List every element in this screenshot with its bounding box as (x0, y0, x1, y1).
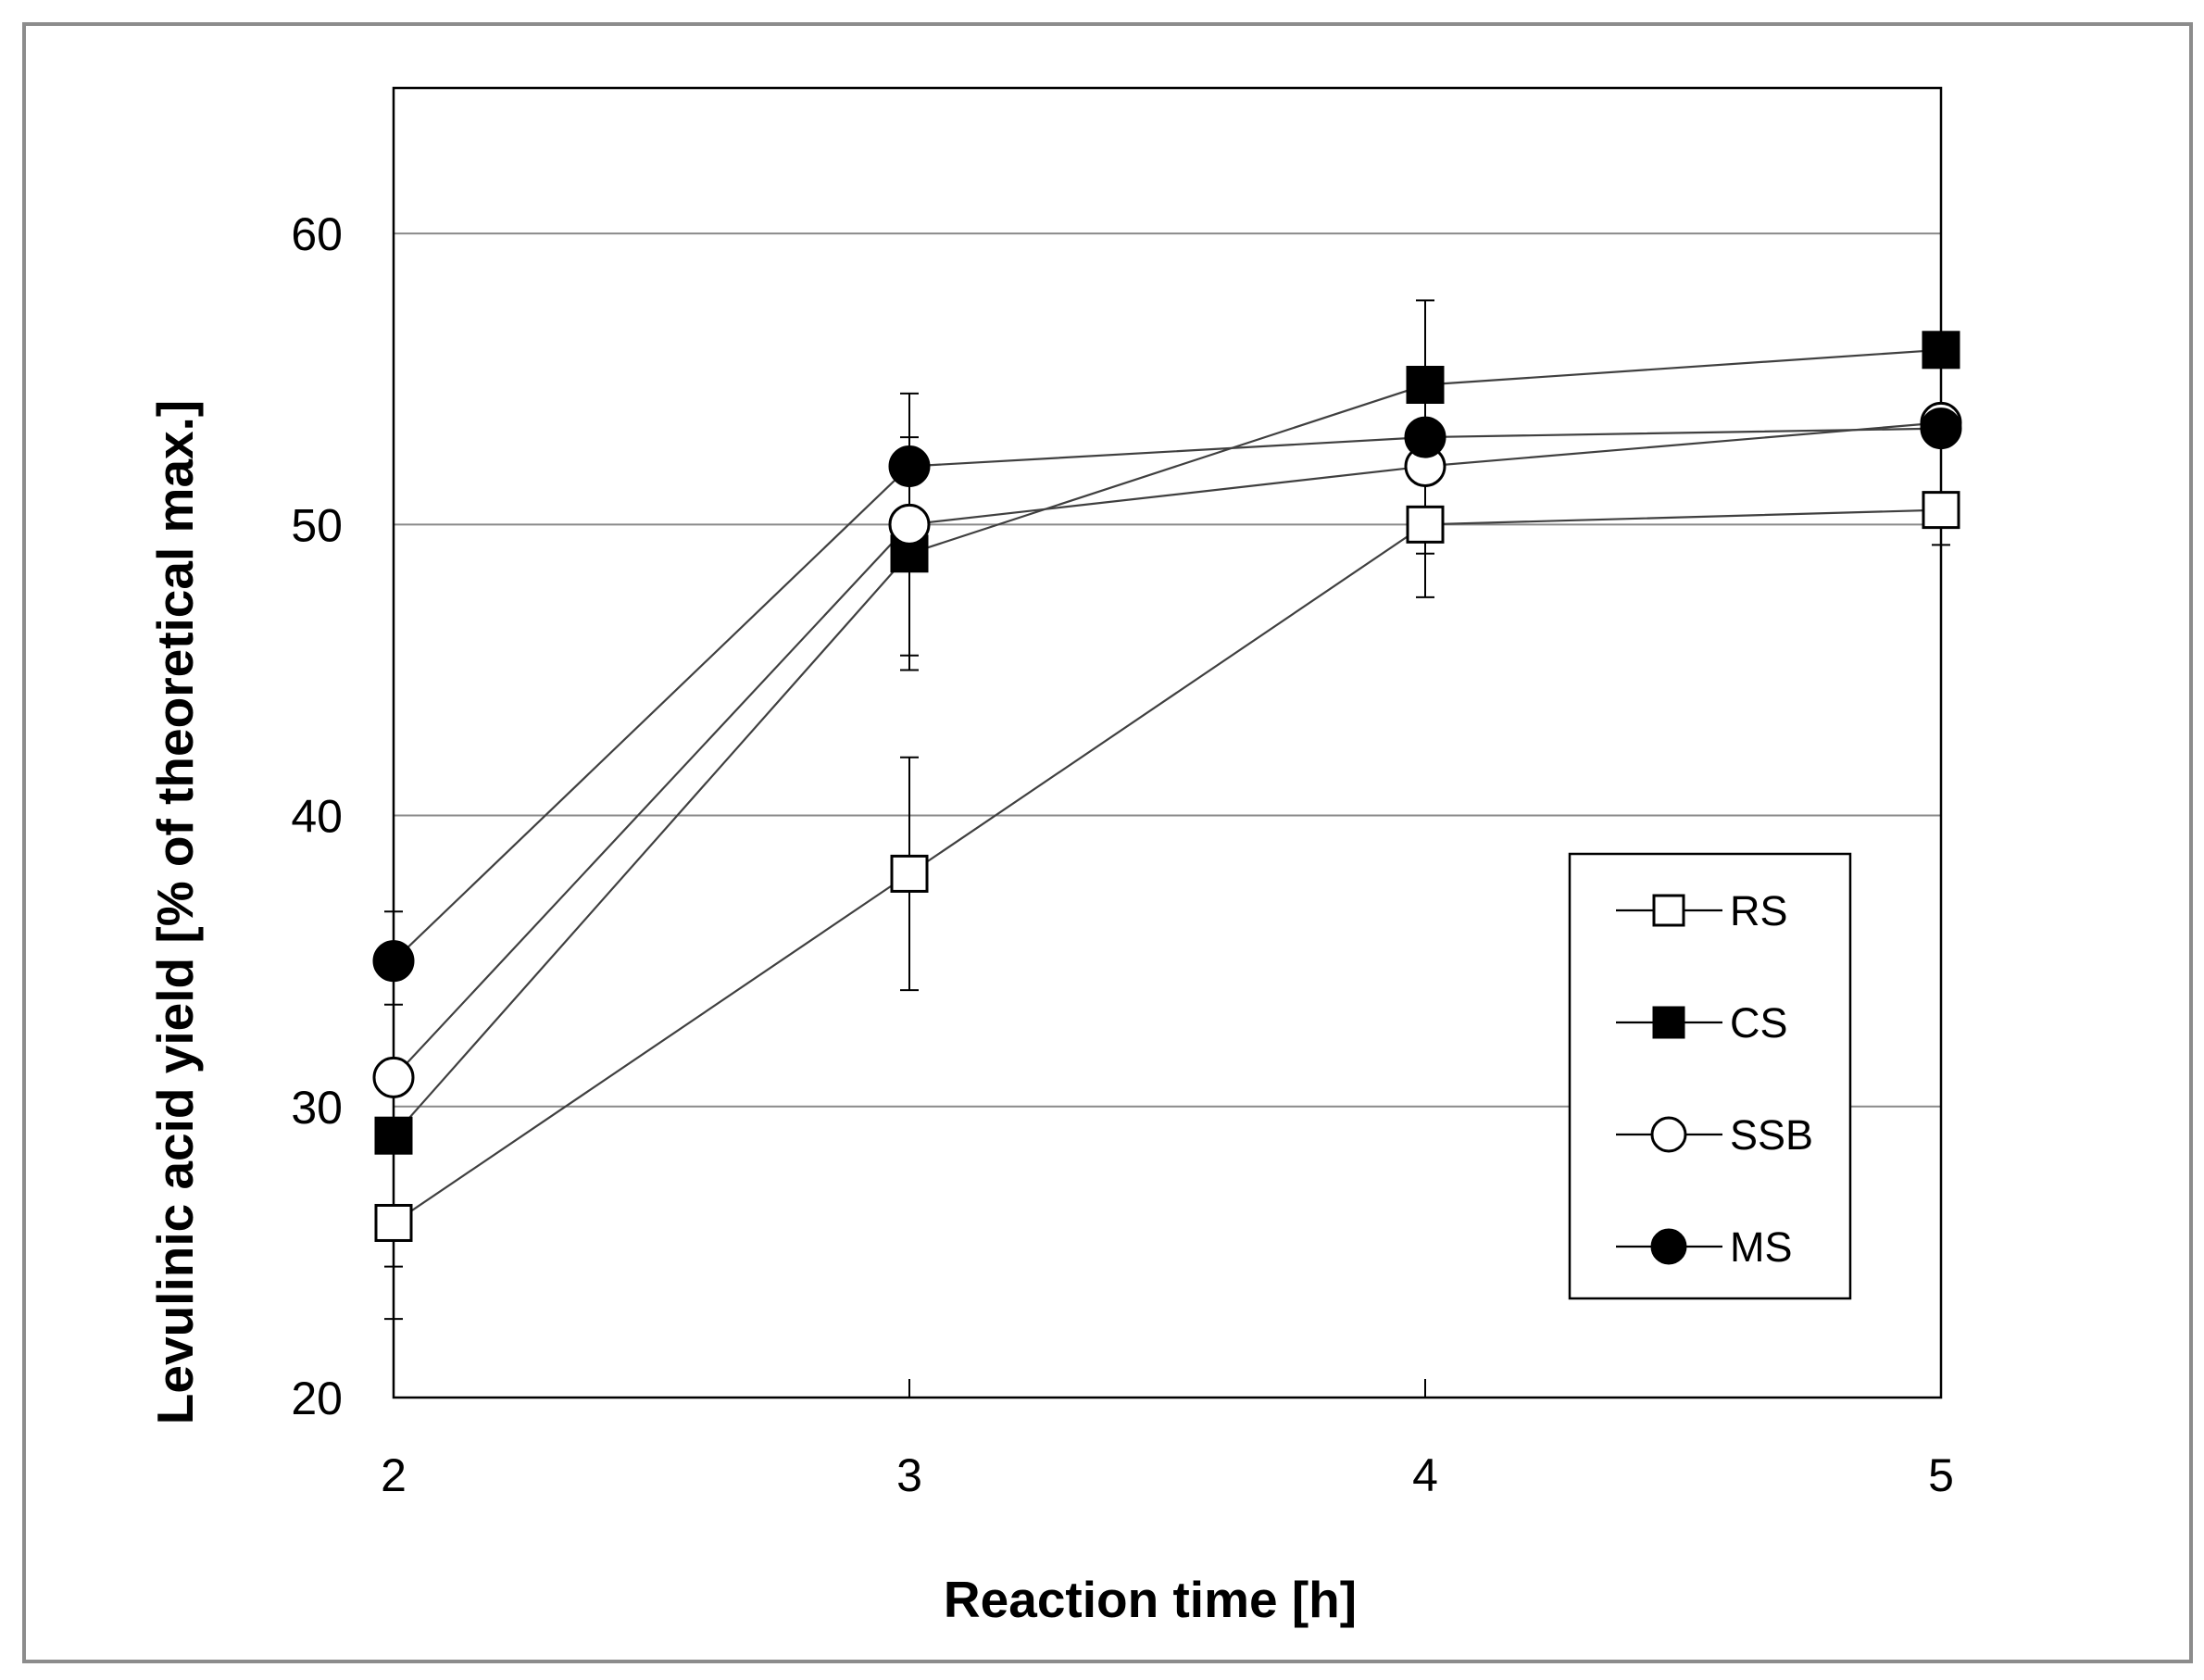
point-rs (1406, 505, 1445, 544)
point-cs (374, 1116, 413, 1155)
y-tick-label: 40 (291, 791, 343, 843)
y-tick-label: 20 (291, 1373, 343, 1424)
series-line-ms (393, 427, 1942, 962)
legend-label-ms: MS (1730, 1223, 1793, 1271)
x-axis-title: Reaction time [h] (944, 1571, 1357, 1628)
series-line-cs (393, 348, 1942, 1136)
x-tick-label: 5 (1928, 1449, 1954, 1501)
legend: RS CS SSB MS (1568, 852, 1852, 1300)
point-cs (1922, 331, 1960, 370)
figure-frame (22, 22, 2193, 1663)
y-tick-label: 60 (291, 208, 343, 260)
legend-marker-rs (1652, 894, 1685, 927)
series-lines (393, 348, 1942, 1224)
point-cs (1406, 366, 1445, 405)
point-ms (1920, 407, 1962, 450)
x-tick-label: 4 (1412, 1449, 1438, 1501)
point-rs (1922, 491, 1960, 530)
legend-label-cs: CS (1730, 999, 1788, 1047)
point-ssb (372, 1056, 415, 1098)
legend-label-rs: RS (1730, 887, 1788, 934)
legend-box (1568, 852, 1852, 1300)
y-tick-label: 30 (291, 1082, 343, 1134)
x-tick-label: 2 (381, 1449, 407, 1501)
point-ms (1404, 416, 1446, 458)
plot-area-frame (392, 86, 1943, 1399)
legend-marker-ms (1650, 1228, 1687, 1265)
legend-item-rs: RS (1616, 887, 1788, 934)
y-axis-tick-labels: 20 30 40 50 60 (291, 208, 343, 1424)
legend-marker-cs (1652, 1006, 1685, 1039)
point-ms (888, 445, 931, 487)
legend-label-ssb: SSB (1730, 1111, 1813, 1159)
y-tick-label: 50 (291, 499, 343, 551)
legend-item-cs: CS (1616, 999, 1788, 1047)
x-axis-tick-labels: 2 3 4 5 (381, 1449, 1954, 1501)
series-line-ssb (393, 421, 1942, 1079)
series-markers (372, 331, 1962, 1242)
axis-ticks (393, 1379, 1942, 1398)
y-axis-title: Levulinic acid yield [% of theoretical m… (146, 400, 204, 1424)
x-tick-label: 3 (896, 1449, 922, 1501)
legend-item-ms: MS (1616, 1223, 1793, 1271)
point-ms (372, 940, 415, 983)
legend-items: RS CS SSB MS (1616, 887, 1813, 1271)
legend-item-ssb: SSB (1616, 1111, 1813, 1159)
point-ssb (888, 503, 931, 545)
legend-marker-ssb (1650, 1116, 1687, 1153)
point-rs (374, 1203, 413, 1242)
series-line-rs (393, 508, 1942, 1224)
point-rs (890, 854, 929, 893)
